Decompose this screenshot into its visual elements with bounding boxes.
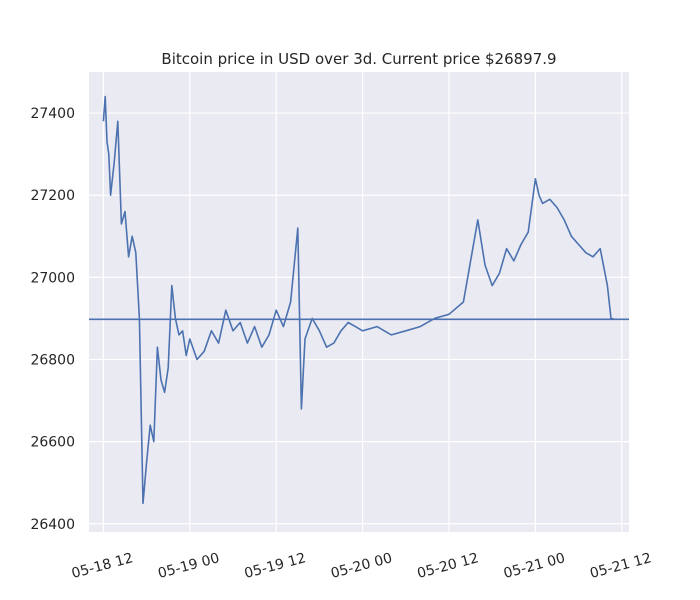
x-tick-label: 05-21 12 xyxy=(588,550,653,582)
x-tick-label: 05-20 00 xyxy=(329,550,394,582)
plot-background xyxy=(89,72,629,532)
x-tick-label: 05-19 12 xyxy=(243,550,308,582)
y-tick-label: 27400 xyxy=(30,106,75,122)
grid-lines xyxy=(89,72,629,532)
y-tick-label: 26400 xyxy=(30,517,75,533)
y-tick-label: 26600 xyxy=(30,435,75,451)
x-tick-label: 05-20 12 xyxy=(415,550,480,582)
chart-title: Bitcoin price in USD over 3d. Current pr… xyxy=(161,50,556,68)
y-tick-label: 27200 xyxy=(30,188,75,204)
x-axis-tick-labels: 05-18 12 05-19 00 05-19 12 05-20 00 05-20 12… xyxy=(70,550,653,582)
y-tick-label: 27000 xyxy=(30,270,75,286)
y-tick-label: 26800 xyxy=(30,353,75,369)
x-tick-label: 05-21 00 xyxy=(502,550,567,582)
x-tick-label: 05-18 12 xyxy=(70,550,135,582)
y-axis-tick-labels: 26400 26600 26800 27000 27200 27400 xyxy=(30,106,75,533)
price-series-line xyxy=(102,95,615,505)
x-tick-label: 05-19 00 xyxy=(156,550,221,582)
